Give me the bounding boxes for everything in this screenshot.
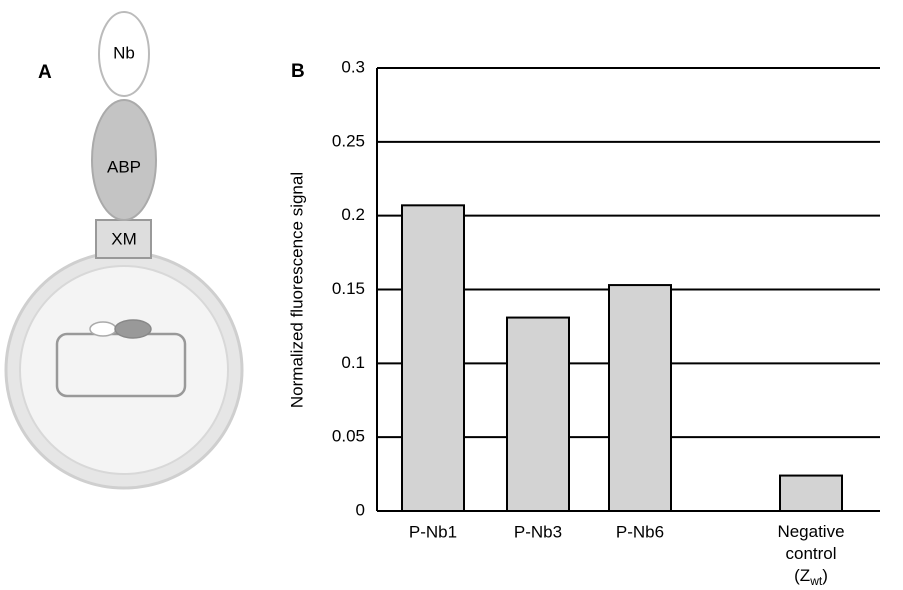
y-tick-label: 0.15 [332, 279, 365, 298]
abp-ellipse [91, 99, 157, 221]
y-tick-label: 0.1 [341, 353, 365, 372]
panel-label: A [38, 62, 52, 83]
bar [779, 474, 843, 512]
x-tick-label: P-Nb3 [514, 522, 562, 541]
xm-box [95, 219, 152, 259]
x-tick-label: P-Nb6 [616, 522, 664, 541]
y-tick-label: 0.25 [332, 131, 365, 150]
y-tick-label: 0.05 [332, 427, 365, 446]
x-tick-label: P-Nb1 [409, 522, 457, 541]
bar [506, 316, 570, 512]
gene-nb [89, 321, 117, 337]
bar [401, 204, 465, 513]
y-tick-label: 0.3 [341, 57, 365, 76]
diagram-label: XM [111, 229, 137, 248]
gene-abp [114, 319, 152, 339]
y-axis-label: Normalized fluorescence signal [287, 172, 306, 408]
y-tick-label: 0 [356, 500, 365, 519]
x-tick-label: Negative control (Zwt) [777, 522, 844, 588]
diagram-label: Nb [113, 43, 135, 62]
y-tick-label: 0.2 [341, 205, 365, 224]
nb-ellipse [98, 11, 150, 97]
cell-inner [19, 265, 229, 475]
diagram-label: ABP [107, 157, 141, 176]
panel-label: B [291, 61, 305, 82]
bar [608, 284, 672, 512]
